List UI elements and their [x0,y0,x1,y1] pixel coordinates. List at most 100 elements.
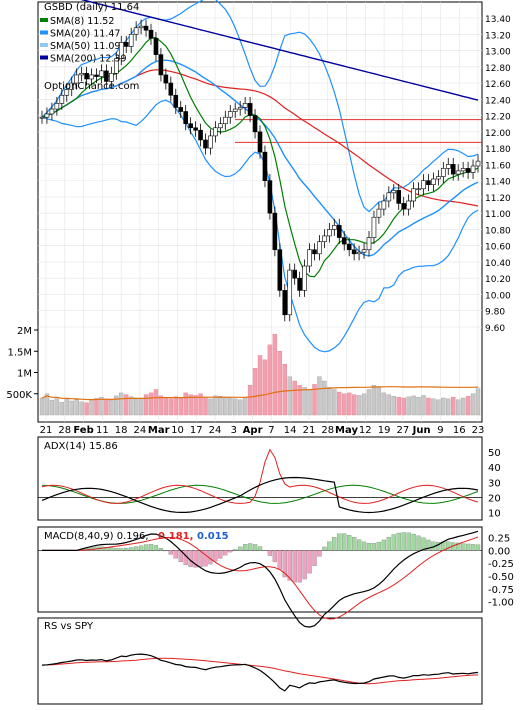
candle-body [268,181,272,214]
volume-bar [233,399,237,415]
macd-histogram-bar [377,542,381,550]
macd-histogram-bar [218,550,222,558]
volume-bar [293,381,297,415]
macd-histogram-bar [268,550,272,555]
macd-histogram-bar [134,547,138,551]
candle-body [342,238,346,245]
x-tick-label: Feb [73,425,93,436]
macd-histogram-bar [317,550,321,556]
volume-bar [352,395,356,415]
candle-body [189,124,193,128]
candle-body [90,75,94,79]
candle-body [392,190,396,192]
price-tick-label: 10.40 [485,259,511,269]
legend-label: SMA(50) 11.09 [50,41,120,52]
candle-body [317,242,321,254]
candle-body [476,161,480,166]
volume-bar [60,402,64,415]
price-tick-label: 10.20 [485,275,511,285]
price-tick-label: 13.00 [485,48,511,58]
volume-bar [40,398,44,415]
macd-histogram-bar [114,548,118,550]
volume-bar [466,396,470,415]
volume-bar [317,377,321,415]
candle-body [50,109,54,114]
candle-body [45,114,49,117]
macd-histogram-bar [412,534,416,550]
volume-bar [392,396,396,415]
candle-body [402,203,406,209]
x-tick-label: Apr [243,425,263,436]
price-tick-label: 11.00 [485,210,511,220]
macd-histogram-bar [308,550,312,573]
candle-body [367,238,371,250]
macd-histogram-bar [139,546,143,551]
candle-body [456,171,460,174]
price-tick-label: 12.80 [485,64,511,74]
volume-bar [436,400,440,415]
candle-body [149,30,153,38]
volume-bar [397,397,401,415]
macd-histogram-bar [352,537,356,550]
x-tick-label: 10 [171,425,184,436]
candle-body [283,290,287,314]
adx-tick-label: 50 [488,448,501,459]
volume-bar [253,368,257,415]
candle-body [144,26,148,30]
price-tick-label: 9.80 [485,308,505,318]
volume-bar [441,398,445,415]
volume-bar [174,397,178,415]
volume-bar [283,364,287,415]
volume-bar [347,393,351,415]
volume-bar [154,390,158,416]
x-tick-label: 27 [397,425,410,436]
price-tick-label: 9.60 [485,324,505,334]
candle-body [441,168,445,176]
volume-bar [85,403,89,415]
macd-histogram-bar [367,543,371,550]
macd-histogram-bar [337,534,341,551]
candle-body [248,103,252,115]
price-tick-label: 10.60 [485,243,511,253]
macd-histogram-bar [124,548,128,550]
volume-bar [322,381,326,415]
macd-histogram-bar [149,544,153,550]
candle-body [471,166,475,173]
macd-histogram-bar [382,540,386,550]
macd-histogram-bar [253,544,257,550]
volume-bar [129,397,133,415]
candle-body [40,117,44,118]
macd-histogram-bar [144,545,148,551]
candle-body [199,130,203,140]
candle-body [327,229,331,236]
macd-tick-label: 0.25 [488,534,510,545]
volume-bar [124,395,128,415]
price-chart-title: GSBD (daily) 11.64 [44,2,139,13]
candle-body [387,193,391,201]
candle-body [139,26,143,28]
volume-bar [179,398,183,415]
volume-bar [194,395,198,415]
macd-histogram-bar [248,544,252,551]
candle-body [382,201,386,209]
candle-body [461,168,465,170]
candle-body [208,136,212,148]
volume-bar [248,385,252,415]
candle-body [204,140,208,148]
macd-signal-value: 0.181, [158,531,193,542]
volume-bar [387,395,391,415]
candle-body [243,103,247,107]
candle-body [362,250,366,252]
macd-histogram-bar [332,537,336,550]
volume-bar [218,396,222,415]
macd-tick-label: 0.00 [488,546,510,557]
candle-body [60,95,64,103]
volume-bar [377,387,381,415]
macd-histogram-bar [164,550,168,551]
macd-histogram-bar [213,550,217,561]
candle-body [372,217,376,237]
volume-bar [80,402,84,415]
macd-histogram-bar [362,542,366,551]
macd-histogram-bar [199,550,203,566]
